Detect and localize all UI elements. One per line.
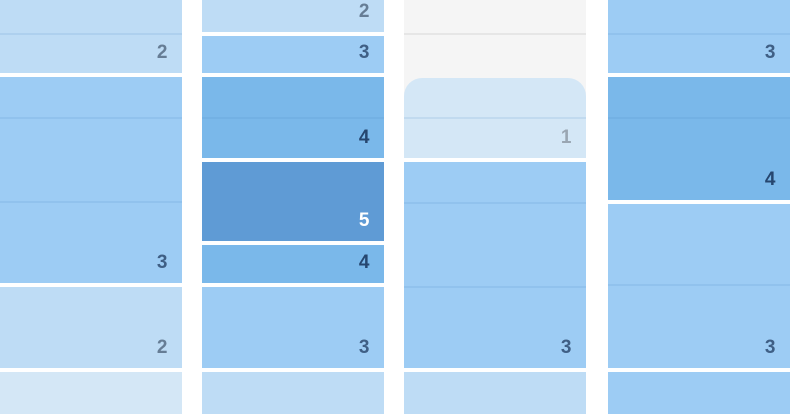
cell-value: 5 [358, 210, 370, 231]
grid-line [608, 117, 790, 119]
heat-cell[interactable] [404, 372, 586, 414]
heat-cell[interactable]: 4 [202, 77, 384, 158]
heat-cell[interactable]: 3 [608, 204, 790, 368]
heat-cell[interactable]: 2 [0, 0, 182, 73]
grid-line [202, 117, 384, 119]
heat-cell[interactable]: 5 [202, 162, 384, 241]
cell-value: 3 [764, 42, 776, 63]
heat-cell[interactable] [608, 372, 790, 414]
cell-value: 4 [764, 169, 776, 190]
grid-line [0, 117, 182, 119]
grid-line [608, 33, 790, 35]
heat-cell[interactable]: 4 [608, 77, 790, 200]
heat-cell[interactable]: 3 [608, 0, 790, 73]
cell-value: 2 [156, 337, 168, 358]
grid-line [404, 202, 586, 204]
cell-value: 3 [560, 337, 572, 358]
cell-value: 3 [358, 42, 370, 63]
heat-cell[interactable] [202, 372, 384, 414]
cell-value: 3 [764, 337, 776, 358]
heat-cell[interactable] [0, 372, 182, 414]
heat-cell[interactable]: 2 [202, 0, 384, 32]
column-4: 3 4 3 [608, 0, 790, 414]
heat-cell[interactable]: 3 [0, 77, 182, 283]
column-2: 2 3 4 5 4 3 [202, 0, 384, 414]
cell-value: 3 [358, 337, 370, 358]
heat-cell[interactable]: 4 [202, 245, 384, 283]
cell-value: 4 [358, 127, 370, 148]
heat-cell[interactable]: 2 [0, 287, 182, 368]
grid-line [404, 117, 586, 119]
heat-cell[interactable]: 3 [404, 162, 586, 368]
cell-value: 4 [358, 252, 370, 273]
column-3: 1 3 [404, 0, 586, 414]
cell-value: 3 [156, 252, 168, 273]
cell-value: 2 [156, 42, 168, 63]
heat-cell[interactable]: 1 [404, 78, 586, 158]
grid-line [0, 33, 182, 35]
heat-cell[interactable]: 3 [202, 36, 384, 73]
grid-line [0, 201, 182, 203]
column-1: 2 3 2 [0, 0, 182, 414]
cell-value: 2 [358, 1, 370, 22]
cell-value: 1 [560, 127, 572, 148]
grid-line [404, 286, 586, 288]
heat-cell[interactable]: 3 [202, 287, 384, 368]
grid-line [608, 284, 790, 286]
grid-line [404, 33, 586, 35]
